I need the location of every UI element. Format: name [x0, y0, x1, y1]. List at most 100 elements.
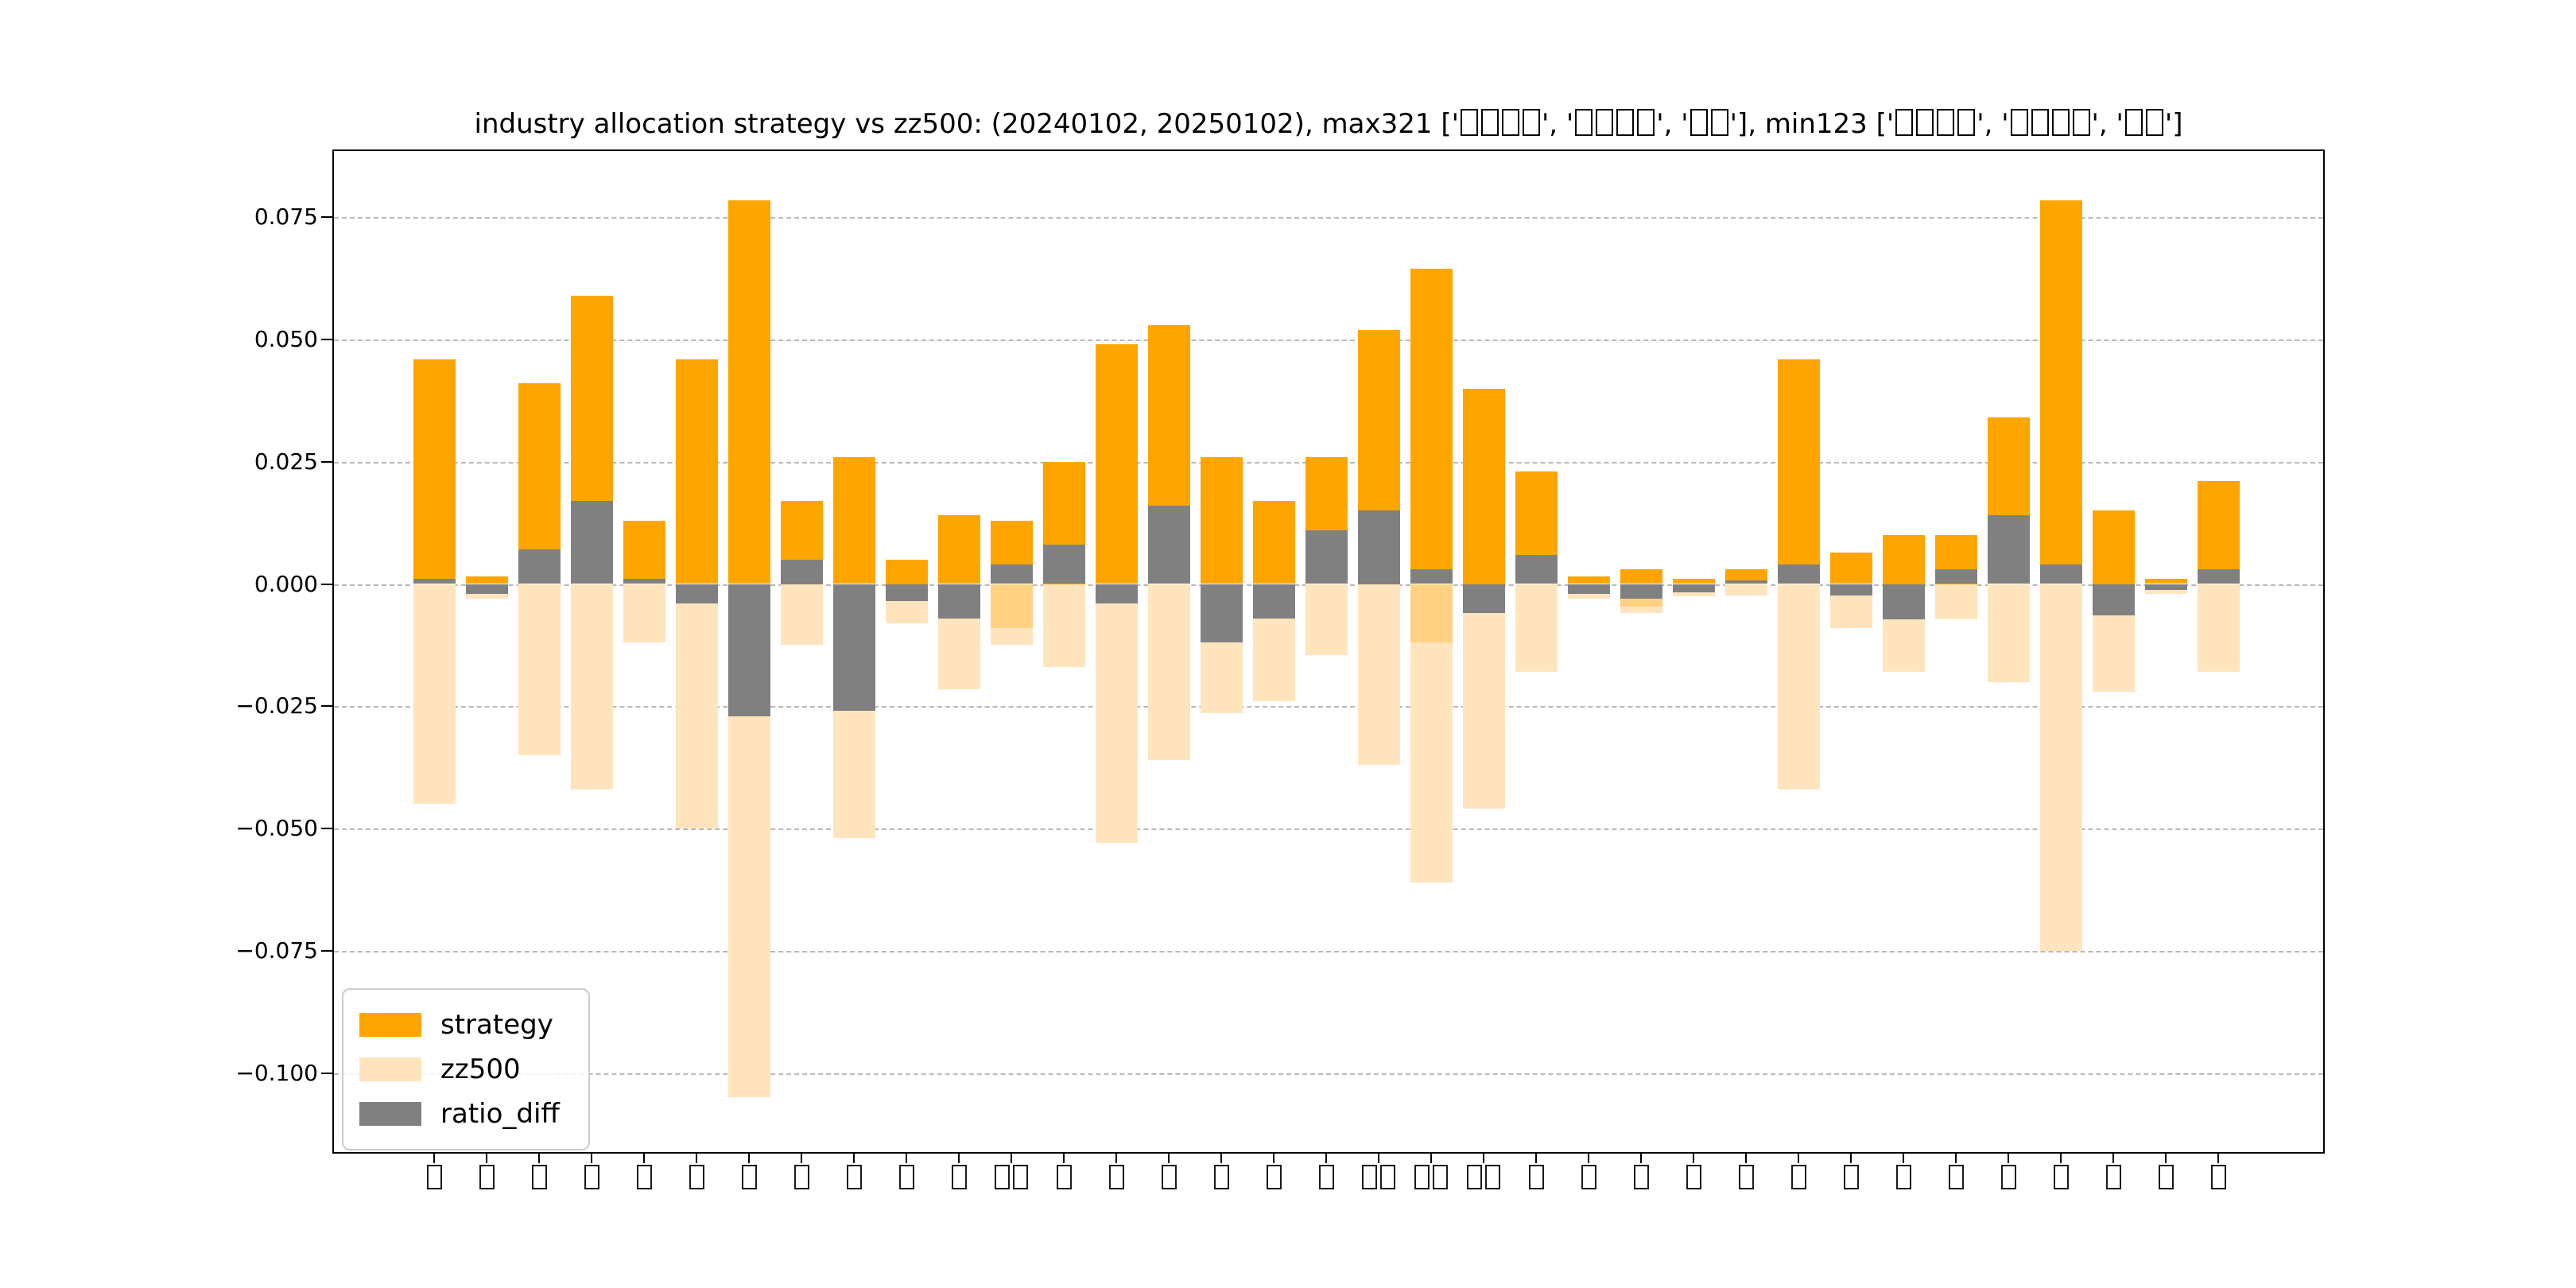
x-axis-tick	[958, 1152, 960, 1163]
bar-strategy	[1829, 552, 1872, 584]
y-axis-tick	[321, 583, 332, 585]
missing-glyph-box	[1738, 1165, 1754, 1189]
missing-glyph-box	[1522, 109, 1540, 136]
bar-ratio-diff	[1934, 569, 1977, 584]
bar-zz500	[518, 584, 561, 755]
bar-zz500	[570, 584, 613, 789]
x-tick-label	[612, 1165, 676, 1193]
x-axis-tick	[1430, 1152, 1432, 1163]
x-axis-tick	[1325, 1152, 1327, 1163]
missing-glyph-box	[793, 1165, 809, 1189]
x-axis-tick	[538, 1152, 540, 1163]
bar-ratio-diff	[990, 564, 1033, 584]
bar-zz500	[780, 584, 823, 646]
bar-ratio-diff	[1829, 584, 1872, 596]
x-tick-label	[1399, 1165, 1463, 1193]
bar-zz500	[1095, 584, 1138, 844]
x-tick-label	[1294, 1165, 1358, 1193]
bar-ratio-diff	[1567, 584, 1610, 594]
x-axis-tick	[1745, 1152, 1747, 1163]
y-tick-label: 0.000	[254, 570, 318, 597]
bar-ratio-diff	[832, 584, 875, 712]
bar-zz500	[1934, 584, 1977, 620]
missing-glyph-box	[1480, 109, 1499, 136]
x-axis-tick	[1011, 1152, 1012, 1163]
bar-strategy	[1567, 576, 1610, 584]
gridline	[334, 950, 2323, 952]
bar-ratio-diff	[1147, 506, 1190, 584]
bar-ratio-diff	[1882, 584, 1925, 620]
missing-glyph-box	[1575, 109, 1593, 136]
y-tick-label: −0.100	[235, 1059, 318, 1086]
bar-strategy	[1252, 500, 1295, 584]
bar-zz500	[623, 584, 665, 643]
missing-glyph-box	[1485, 1165, 1500, 1189]
missing-glyph-box	[2053, 1165, 2069, 1189]
x-tick-label	[1714, 1165, 1778, 1193]
missing-glyph-box	[689, 1165, 704, 1189]
x-axis-tick	[1798, 1152, 1799, 1163]
legend-label-zz500: zz500	[440, 1053, 521, 1085]
x-axis-tick	[2217, 1152, 2219, 1163]
bar-zz500	[1042, 584, 1085, 668]
x-axis-tick	[1903, 1152, 1904, 1163]
missing-glyph-box	[1467, 1165, 1482, 1189]
x-axis-tick	[1220, 1152, 1222, 1163]
bar-ratio-diff	[1042, 545, 1085, 584]
missing-glyph-box	[995, 1165, 1010, 1189]
y-axis-tick	[321, 828, 332, 829]
missing-glyph-box	[1895, 1165, 1911, 1189]
x-axis-tick	[2165, 1152, 2167, 1163]
x-axis-tick	[1273, 1152, 1274, 1163]
legend-swatch-strategy	[359, 1013, 421, 1037]
x-axis-tick	[1640, 1152, 1642, 1163]
gridline	[334, 706, 2323, 708]
gridline	[334, 1073, 2323, 1075]
gridline	[334, 828, 2323, 830]
x-axis-tick	[591, 1152, 592, 1163]
x-tick-label	[1452, 1165, 1515, 1193]
x-tick-label	[507, 1165, 571, 1193]
y-axis-tick	[321, 705, 332, 708]
x-axis-tick	[748, 1152, 750, 1163]
x-tick-label	[980, 1165, 1043, 1193]
x-axis-tick	[2060, 1152, 2062, 1163]
y-axis-tick	[321, 949, 332, 952]
bar-ratio-diff	[885, 584, 928, 602]
x-tick-label	[560, 1165, 623, 1193]
bar-strategy	[2039, 200, 2082, 584]
bar-strategy	[1200, 456, 1243, 584]
gridline	[334, 339, 2323, 341]
bar-strategy	[885, 559, 928, 584]
x-axis-tick	[1115, 1152, 1117, 1163]
missing-glyph-box	[1108, 1165, 1124, 1189]
x-axis-tick	[1535, 1152, 1537, 1163]
x-axis-tick	[1693, 1152, 1694, 1163]
missing-glyph-box	[1266, 1165, 1282, 1189]
bar-strategy	[2197, 481, 2240, 584]
x-tick-label	[2134, 1165, 2198, 1193]
x-tick-label	[665, 1165, 728, 1193]
legend-label-ratio_diff: ratio_diff	[440, 1098, 560, 1130]
bar-ratio-diff	[623, 579, 665, 584]
x-tick-label	[1609, 1165, 1673, 1193]
y-axis-tick	[321, 1072, 332, 1074]
bar-zz500	[2197, 584, 2240, 673]
bar-strategy	[2092, 510, 2135, 584]
bar-ratio-diff	[1777, 564, 1820, 584]
x-tick-label	[875, 1165, 938, 1193]
bar-strategy	[832, 456, 875, 584]
missing-glyph-box	[1528, 1165, 1544, 1189]
missing-glyph-box	[1581, 1165, 1596, 1189]
missing-glyph-box	[1362, 1165, 1377, 1189]
bar-ratio-diff	[937, 584, 980, 619]
bar-ratio-diff	[1462, 584, 1505, 614]
x-axis-tick	[1850, 1152, 1852, 1163]
missing-glyph-box	[1710, 109, 1728, 136]
bar-strategy	[2144, 579, 2187, 584]
missing-glyph-box	[2145, 109, 2163, 136]
x-tick-label	[822, 1165, 886, 1193]
x-tick-label	[1189, 1165, 1253, 1193]
x-tick-label	[2186, 1165, 2250, 1193]
y-tick-label: −0.075	[235, 937, 318, 964]
